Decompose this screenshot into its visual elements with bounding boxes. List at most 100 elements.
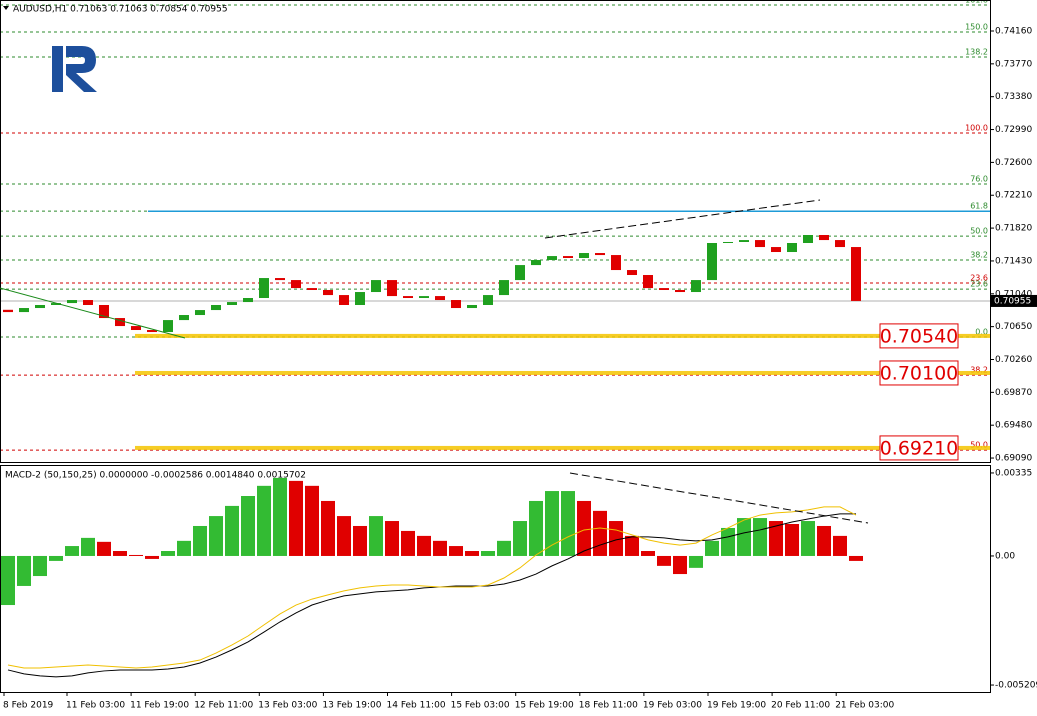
histogram-bar — [113, 551, 127, 556]
histogram-bar — [369, 516, 383, 556]
macd-line — [7, 506, 857, 669]
histogram-bar — [529, 500, 543, 556]
candle — [643, 275, 653, 289]
x-tick-label: 21 Feb 03:00 — [835, 701, 894, 711]
candle — [451, 300, 461, 309]
histogram-bar — [801, 521, 815, 556]
candle — [387, 280, 397, 297]
x-tick-label: 18 Feb 11:00 — [579, 701, 638, 711]
fib-label: 50.0 — [970, 227, 988, 236]
histogram-bar — [1, 555, 15, 606]
candle — [83, 300, 93, 305]
histogram-bar — [129, 554, 143, 556]
candle — [99, 304, 109, 319]
candle — [483, 295, 493, 305]
support-band — [135, 370, 990, 375]
price-header: AUDUSD,H1 0.71063 0.71063 0.70854 0.7095… — [13, 5, 228, 15]
y-tick-label: 0.71040 — [995, 289, 1032, 299]
histogram-bar — [177, 540, 191, 556]
histogram-bar — [785, 524, 799, 556]
candle — [563, 256, 573, 258]
candle — [419, 296, 429, 299]
histogram-bar — [753, 518, 767, 556]
fib-label: 150.0 — [965, 23, 988, 32]
support-band — [135, 333, 990, 338]
fib-label: 161.8 — [965, 0, 988, 4]
macd-line — [7, 513, 856, 678]
last-price-label: 0.70955 — [994, 296, 1031, 306]
histogram-bar — [689, 555, 703, 568]
x-tick-label: 19 Feb 19:00 — [707, 701, 766, 711]
logo-stem — [52, 46, 63, 92]
y-tick-label: 0.74160 — [995, 26, 1032, 36]
histogram-bar — [401, 530, 415, 556]
candle — [611, 255, 621, 271]
histogram-bar — [145, 555, 159, 559]
candle — [659, 288, 669, 291]
candle — [755, 240, 765, 248]
candle — [275, 278, 285, 281]
histogram-bar — [97, 541, 111, 556]
candle — [499, 280, 509, 296]
price-box — [879, 323, 959, 349]
trend-line — [569, 472, 869, 524]
histogram-bar — [593, 510, 607, 556]
candle — [67, 300, 77, 304]
x-tick-label: 13 Feb 19:00 — [322, 701, 381, 711]
candle — [371, 280, 381, 293]
histogram-bar — [497, 540, 511, 556]
fib-label: 50.0 — [970, 441, 988, 450]
candle — [835, 240, 845, 248]
candle — [163, 320, 173, 333]
histogram-bar — [513, 521, 527, 556]
y-tick-label: 0.73380 — [995, 92, 1032, 102]
candle — [307, 288, 317, 291]
y-tick-label: 0.72600 — [995, 158, 1032, 168]
fib-label: 38.2 — [970, 366, 988, 375]
candle — [131, 326, 141, 331]
histogram-bar — [417, 535, 431, 556]
y-tick-label: 0.71430 — [995, 256, 1032, 266]
histogram-bar — [673, 555, 687, 575]
histogram-bar — [305, 485, 319, 556]
y-tick-label: 0.69090 — [995, 454, 1032, 464]
candle — [115, 318, 125, 327]
candle — [227, 302, 237, 305]
candle — [435, 296, 445, 301]
candle — [291, 280, 301, 289]
support-band — [135, 445, 990, 450]
candle — [627, 270, 637, 276]
histogram-bar — [769, 521, 783, 556]
candle — [195, 310, 205, 316]
last-price-box — [991, 294, 1037, 307]
fib-label: 138.2 — [965, 48, 988, 57]
candle — [803, 235, 813, 244]
histogram-bar — [721, 527, 735, 556]
candle — [179, 315, 189, 321]
candle — [675, 290, 685, 293]
x-tick-label: 11 Feb 03:00 — [66, 701, 125, 711]
candle — [707, 243, 717, 281]
candle — [35, 304, 45, 309]
x-tick-label: 20 Feb 11:00 — [771, 701, 830, 711]
candle — [3, 309, 13, 313]
y-tick-label: -0.005209 — [995, 681, 1037, 691]
y-tick-label: 0.69480 — [995, 421, 1032, 431]
y-tick-label: 0.70650 — [995, 322, 1032, 332]
histogram-bar — [561, 491, 575, 556]
candle — [739, 240, 749, 242]
histogram-bar — [641, 551, 655, 556]
histogram-bar — [81, 537, 95, 556]
histogram-bar — [817, 525, 831, 556]
price-box-label: 0.70540 — [880, 325, 959, 347]
x-tick-label: 11 Feb 19:00 — [130, 701, 189, 711]
trend-line — [544, 199, 821, 239]
x-tick-label: 19 Feb 03:00 — [643, 701, 702, 711]
histogram-bar — [433, 540, 447, 556]
y-tick-label: 0.72990 — [995, 125, 1032, 135]
fib-label: 23.6 — [970, 274, 988, 283]
histogram-bar — [833, 535, 847, 556]
histogram-bar — [385, 521, 399, 556]
y-tick-label: 0.00 — [995, 551, 1015, 561]
price-box-label: 0.69210 — [880, 437, 959, 459]
